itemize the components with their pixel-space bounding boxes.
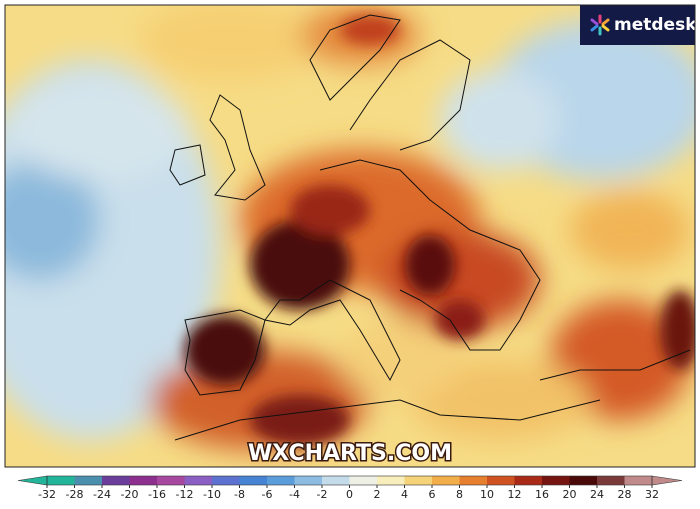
colorbar-tick-label: -16: [148, 488, 166, 501]
colorbar-tick-label: -32: [38, 488, 56, 501]
colorbar-segment: [74, 476, 103, 485]
map-border: [4, 4, 696, 468]
colorbar-tick-label: 24: [590, 488, 604, 501]
colorbar-tick-label: -24: [93, 488, 111, 501]
colorbar-segment: [349, 476, 378, 485]
colorbar-tick-label: -4: [289, 488, 300, 501]
colorbar-tick-label: -28: [66, 488, 84, 501]
colorbar-tick-label: 4: [401, 488, 408, 501]
colorbar-tick-label: 10: [480, 488, 494, 501]
colorbar-segment: [129, 476, 158, 485]
colorbar: -32 -28 -24 -20 -16 -12 -10 -8 -6 -4 -2 0 2 4 6 8 10 12 16…: [17, 475, 683, 501]
colorbar-segment: [459, 476, 488, 485]
colorbar-tick-label: 8: [456, 488, 463, 501]
colorbar-arrow-low: [17, 475, 48, 486]
logo-text: metdesk: [614, 15, 697, 35]
colorbar-tick-label: -6: [262, 488, 273, 501]
watermark: WXCHARTS.COM: [248, 441, 452, 466]
colorbar-tick-label: 6: [429, 488, 436, 501]
colorbar-tick-label: -20: [121, 488, 139, 501]
colorbar-tick-label: 28: [618, 488, 632, 501]
coastline: [169, 14, 691, 441]
colorbar-segment: [102, 476, 130, 485]
colorbar-segment: [432, 476, 460, 485]
colorbar-segment: [294, 476, 323, 485]
logo-box: [580, 5, 695, 45]
colorbar-segment: [404, 476, 433, 485]
colorbar-segment: [487, 476, 515, 485]
colorbar-segment: [624, 476, 653, 485]
colorbar-tick-label: 32: [645, 488, 659, 501]
colorbar-segment: [569, 476, 598, 485]
colorbar-segment: [239, 476, 268, 485]
colorbar-tick-label: 12: [508, 488, 522, 501]
colorbar-tick-label: -8: [234, 488, 245, 501]
colorbar-segment: [322, 476, 350, 485]
colorbar-tick-label: -2: [317, 488, 328, 501]
colorbar-segment: [267, 476, 295, 485]
colorbar-segment: [212, 476, 240, 485]
colorbar-segment: [184, 476, 213, 485]
colorbar-tick-label: 16: [535, 488, 549, 501]
colorbar-tick-label: 0: [346, 488, 353, 501]
colorbar-segment: [597, 476, 625, 485]
colorbar-segment: [377, 476, 405, 485]
logo-icon: [590, 14, 610, 36]
colorbar-tick-label: 2: [374, 488, 381, 501]
colorbar-tick-label: -12: [176, 488, 194, 501]
colorbar-tick-label: -10: [203, 488, 221, 501]
colorbar-segment: [542, 476, 570, 485]
map: metdesk WXCHARTS.COM: [5, 5, 697, 467]
colorbar-arrow-high: [651, 475, 683, 486]
colorbar-segment: [514, 476, 543, 485]
colorbar-segment: [47, 476, 75, 485]
colorbar-segment: [157, 476, 185, 485]
colorbar-tick-label: 20: [563, 488, 577, 501]
